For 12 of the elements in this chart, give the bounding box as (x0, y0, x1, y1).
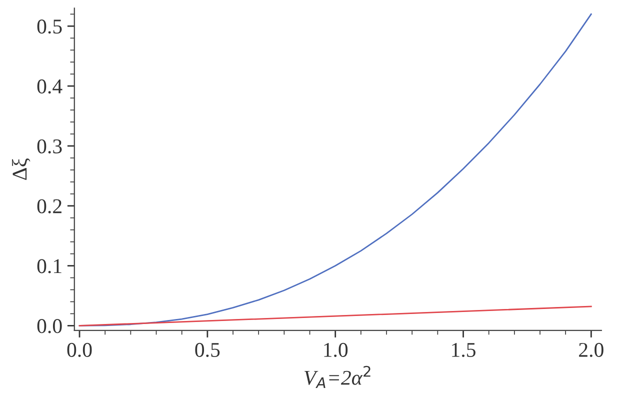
y-tick-label: 0.1 (37, 259, 62, 274)
text: 0.0 (67, 342, 92, 358)
y-tick-label: 0.4 (37, 79, 62, 94)
x-tick-label: 1.5 (452, 342, 476, 358)
text: 0.0 (37, 319, 62, 334)
y-tick-label: 0.3 (37, 139, 62, 154)
y-tick-label: 0.5 (37, 20, 62, 34)
y-tick-label: 0.2 (37, 199, 62, 214)
y-axis-title: Δξ (12, 158, 30, 180)
text: 2.0 (579, 342, 604, 358)
text: 1.0 (324, 342, 348, 358)
x-axis-title: V$_{A}$=2α$^{2}$ (304, 366, 370, 388)
